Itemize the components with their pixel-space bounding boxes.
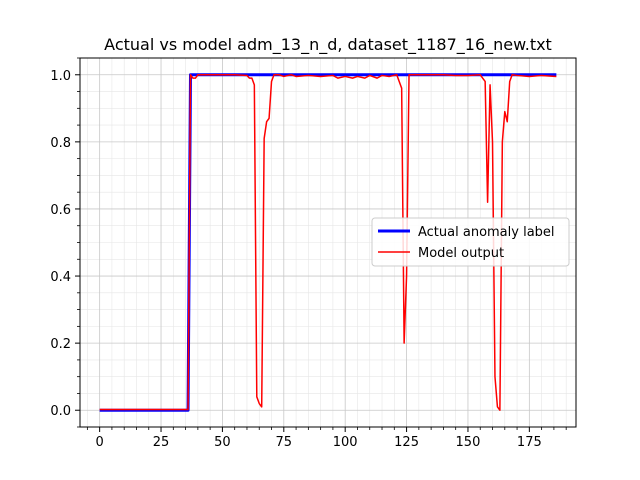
y-tick-label: 0.2 (50, 337, 71, 352)
series-model-output-line (99, 74, 557, 411)
plot-area: 0 25 50 75 100 125 150 175 0.0 0.2 0.4 0.6 0.8 1.0 Act… (50, 57, 577, 450)
x-tick-label: 175 (517, 435, 542, 450)
x-tick-label: 50 (214, 435, 231, 450)
y-tick-label: 0.8 (50, 136, 71, 151)
y-tick-label: 0.6 (50, 203, 71, 218)
x-tick-label: 75 (276, 435, 293, 450)
x-tick-label: 25 (153, 435, 170, 450)
x-tick-label: 125 (394, 435, 419, 450)
y-tick-label: 0.4 (50, 270, 71, 285)
x-tick-label: 100 (333, 435, 358, 450)
legend-label: Actual anomaly label (418, 225, 555, 240)
y-tick-label: 0.0 (50, 404, 71, 419)
chart-title: Actual vs model adm_13_n_d, dataset_1187… (104, 35, 552, 55)
x-tick-label: 0 (96, 435, 104, 450)
legend-label: Model output (418, 246, 504, 261)
y-tick-label: 1.0 (50, 69, 71, 84)
x-tick-label: 150 (456, 435, 481, 450)
legend-box (371, 217, 570, 267)
